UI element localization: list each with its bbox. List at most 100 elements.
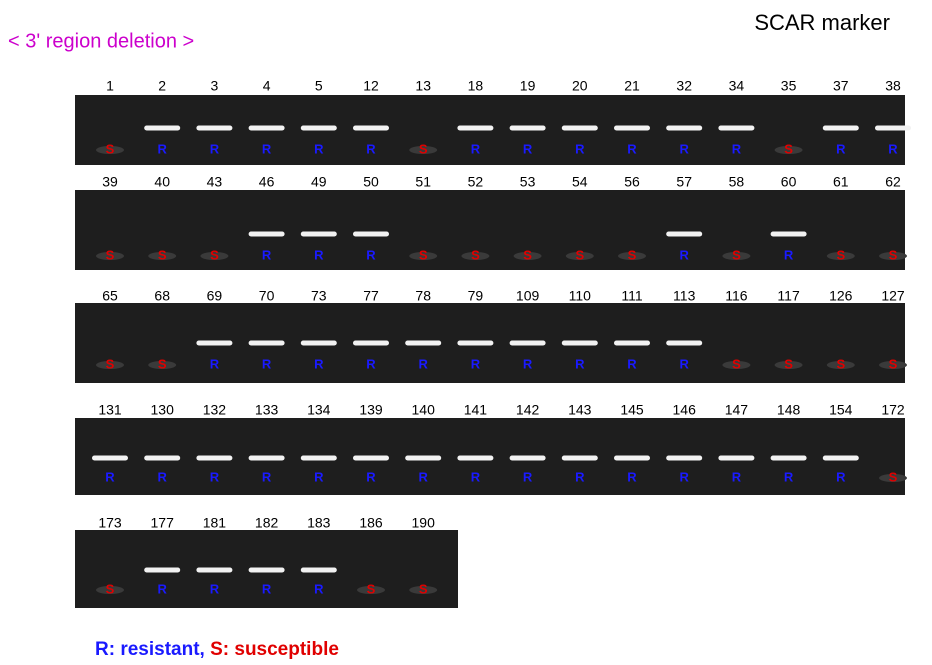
genotype-call: S	[889, 247, 898, 262]
lane-number: 78	[415, 288, 431, 304]
band	[457, 126, 493, 131]
genotype-call: R	[158, 141, 168, 156]
genotype-call: S	[575, 247, 584, 262]
band	[718, 456, 754, 461]
lane-number: 77	[363, 288, 379, 304]
legend-item: S: susceptible	[210, 639, 339, 660]
band	[875, 126, 911, 131]
genotype-call: R	[158, 581, 168, 596]
lane-number: 181	[203, 515, 227, 531]
band	[771, 456, 807, 461]
lane-number: 79	[468, 288, 484, 304]
genotype-call: S	[106, 247, 115, 262]
lane-number: 148	[777, 402, 801, 418]
genotype-call: R	[732, 469, 742, 484]
genotype-call: S	[419, 141, 428, 156]
band	[301, 232, 337, 237]
genotype-call: R	[210, 469, 220, 484]
band	[666, 341, 702, 346]
band	[353, 126, 389, 131]
band	[196, 341, 232, 346]
lane-number: 69	[207, 288, 223, 304]
genotype-call: R	[784, 247, 794, 262]
genotype-call: S	[419, 247, 428, 262]
genotype-call: R	[523, 356, 533, 371]
band	[405, 341, 441, 346]
genotype-call: R	[575, 141, 585, 156]
band	[562, 341, 598, 346]
genotype-call: R	[680, 141, 690, 156]
band	[144, 568, 180, 573]
band	[510, 126, 546, 131]
lane-number: 43	[207, 174, 223, 190]
band	[562, 126, 598, 131]
genotype-call: R	[836, 141, 846, 156]
genotype-call: R	[314, 356, 324, 371]
lane-number: 39	[102, 174, 118, 190]
genotype-call: R	[314, 469, 324, 484]
lane-number: 68	[154, 288, 170, 304]
genotype-call: S	[836, 356, 845, 371]
genotype-call: S	[210, 247, 219, 262]
genotype-call: R	[366, 141, 376, 156]
lane-number: 182	[255, 515, 279, 531]
lane-number: 65	[102, 288, 118, 304]
band	[562, 456, 598, 461]
lane-number: 38	[885, 78, 901, 94]
lane-number: 113	[673, 288, 696, 304]
marker-name: SCAR marker	[754, 10, 890, 35]
band	[92, 456, 128, 461]
genotype-call: R	[888, 141, 898, 156]
genotype-call: S	[628, 247, 637, 262]
lane-number: 56	[624, 174, 640, 190]
genotype-call: R	[262, 581, 272, 596]
band	[510, 341, 546, 346]
genotype-call: S	[732, 247, 741, 262]
lane-number: 4	[263, 78, 271, 94]
genotype-call: R	[366, 356, 376, 371]
lane-number: 5	[315, 78, 323, 94]
lane-number: 1	[106, 78, 114, 94]
band	[301, 456, 337, 461]
genotype-call: S	[106, 581, 115, 596]
lane-number: 183	[307, 515, 331, 531]
lane-number: 147	[725, 402, 749, 418]
genotype-call: R	[210, 581, 220, 596]
band	[823, 126, 859, 131]
genotype-call: R	[627, 469, 637, 484]
genotype-call: R	[627, 141, 637, 156]
lane-number: 146	[673, 402, 697, 418]
band	[405, 456, 441, 461]
lane-number: 34	[729, 78, 745, 94]
band	[196, 456, 232, 461]
genotype-call: S	[419, 581, 428, 596]
lane-number: 21	[624, 78, 640, 94]
band	[249, 456, 285, 461]
genotype-call: R	[680, 356, 690, 371]
lane-number: 13	[415, 78, 431, 94]
genotype-call: S	[471, 247, 480, 262]
lane-number: 127	[881, 288, 905, 304]
genotype-call: S	[106, 356, 115, 371]
band	[771, 232, 807, 237]
lane-number: 110	[569, 288, 592, 304]
lane-number: 53	[520, 174, 536, 190]
lane-number: 3	[211, 78, 219, 94]
lane-number: 154	[829, 402, 853, 418]
band	[353, 456, 389, 461]
lane-number: 19	[520, 78, 536, 94]
gel	[75, 190, 905, 270]
genotype-call: S	[784, 356, 793, 371]
genotype-call: R	[262, 247, 272, 262]
lane-number: 51	[415, 174, 431, 190]
lane-number: 140	[412, 402, 436, 418]
band	[614, 341, 650, 346]
genotype-call: S	[836, 247, 845, 262]
lane-number: 61	[833, 174, 849, 190]
genotype-call: R	[627, 356, 637, 371]
genotype-call: R	[680, 469, 690, 484]
genotype-call: S	[523, 247, 532, 262]
genotype-call: S	[889, 469, 898, 484]
genotype-call: R	[366, 247, 376, 262]
genotype-call: S	[889, 356, 898, 371]
